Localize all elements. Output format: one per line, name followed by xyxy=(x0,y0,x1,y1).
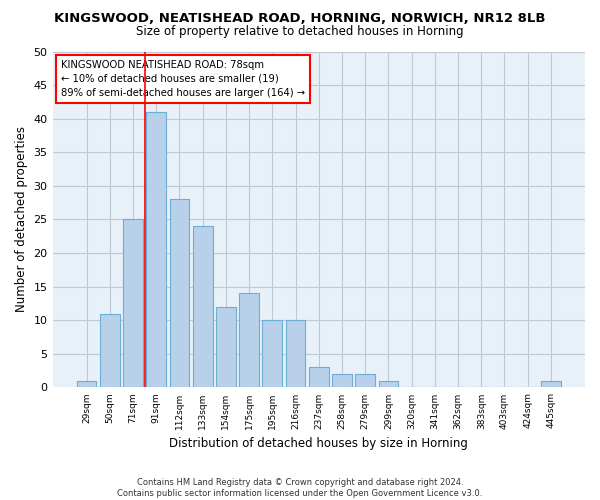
Bar xyxy=(77,380,97,388)
Y-axis label: Number of detached properties: Number of detached properties xyxy=(15,126,28,312)
Text: Contains HM Land Registry data © Crown copyright and database right 2024.
Contai: Contains HM Land Registry data © Crown c… xyxy=(118,478,482,498)
Bar xyxy=(216,307,236,388)
Bar xyxy=(355,374,375,388)
Bar xyxy=(262,320,282,388)
Bar xyxy=(379,380,398,388)
Bar xyxy=(123,220,143,388)
X-axis label: Distribution of detached houses by size in Horning: Distribution of detached houses by size … xyxy=(169,437,468,450)
Bar xyxy=(309,368,329,388)
Bar xyxy=(239,294,259,388)
Bar xyxy=(100,314,119,388)
Bar xyxy=(332,374,352,388)
Text: Size of property relative to detached houses in Horning: Size of property relative to detached ho… xyxy=(136,25,464,38)
Bar xyxy=(541,380,561,388)
Text: KINGSWOOD NEATISHEAD ROAD: 78sqm
← 10% of detached houses are smaller (19)
89% o: KINGSWOOD NEATISHEAD ROAD: 78sqm ← 10% o… xyxy=(61,60,305,98)
Text: KINGSWOOD, NEATISHEAD ROAD, HORNING, NORWICH, NR12 8LB: KINGSWOOD, NEATISHEAD ROAD, HORNING, NOR… xyxy=(54,12,546,26)
Bar xyxy=(170,200,190,388)
Bar xyxy=(146,112,166,388)
Bar xyxy=(286,320,305,388)
Bar xyxy=(193,226,212,388)
